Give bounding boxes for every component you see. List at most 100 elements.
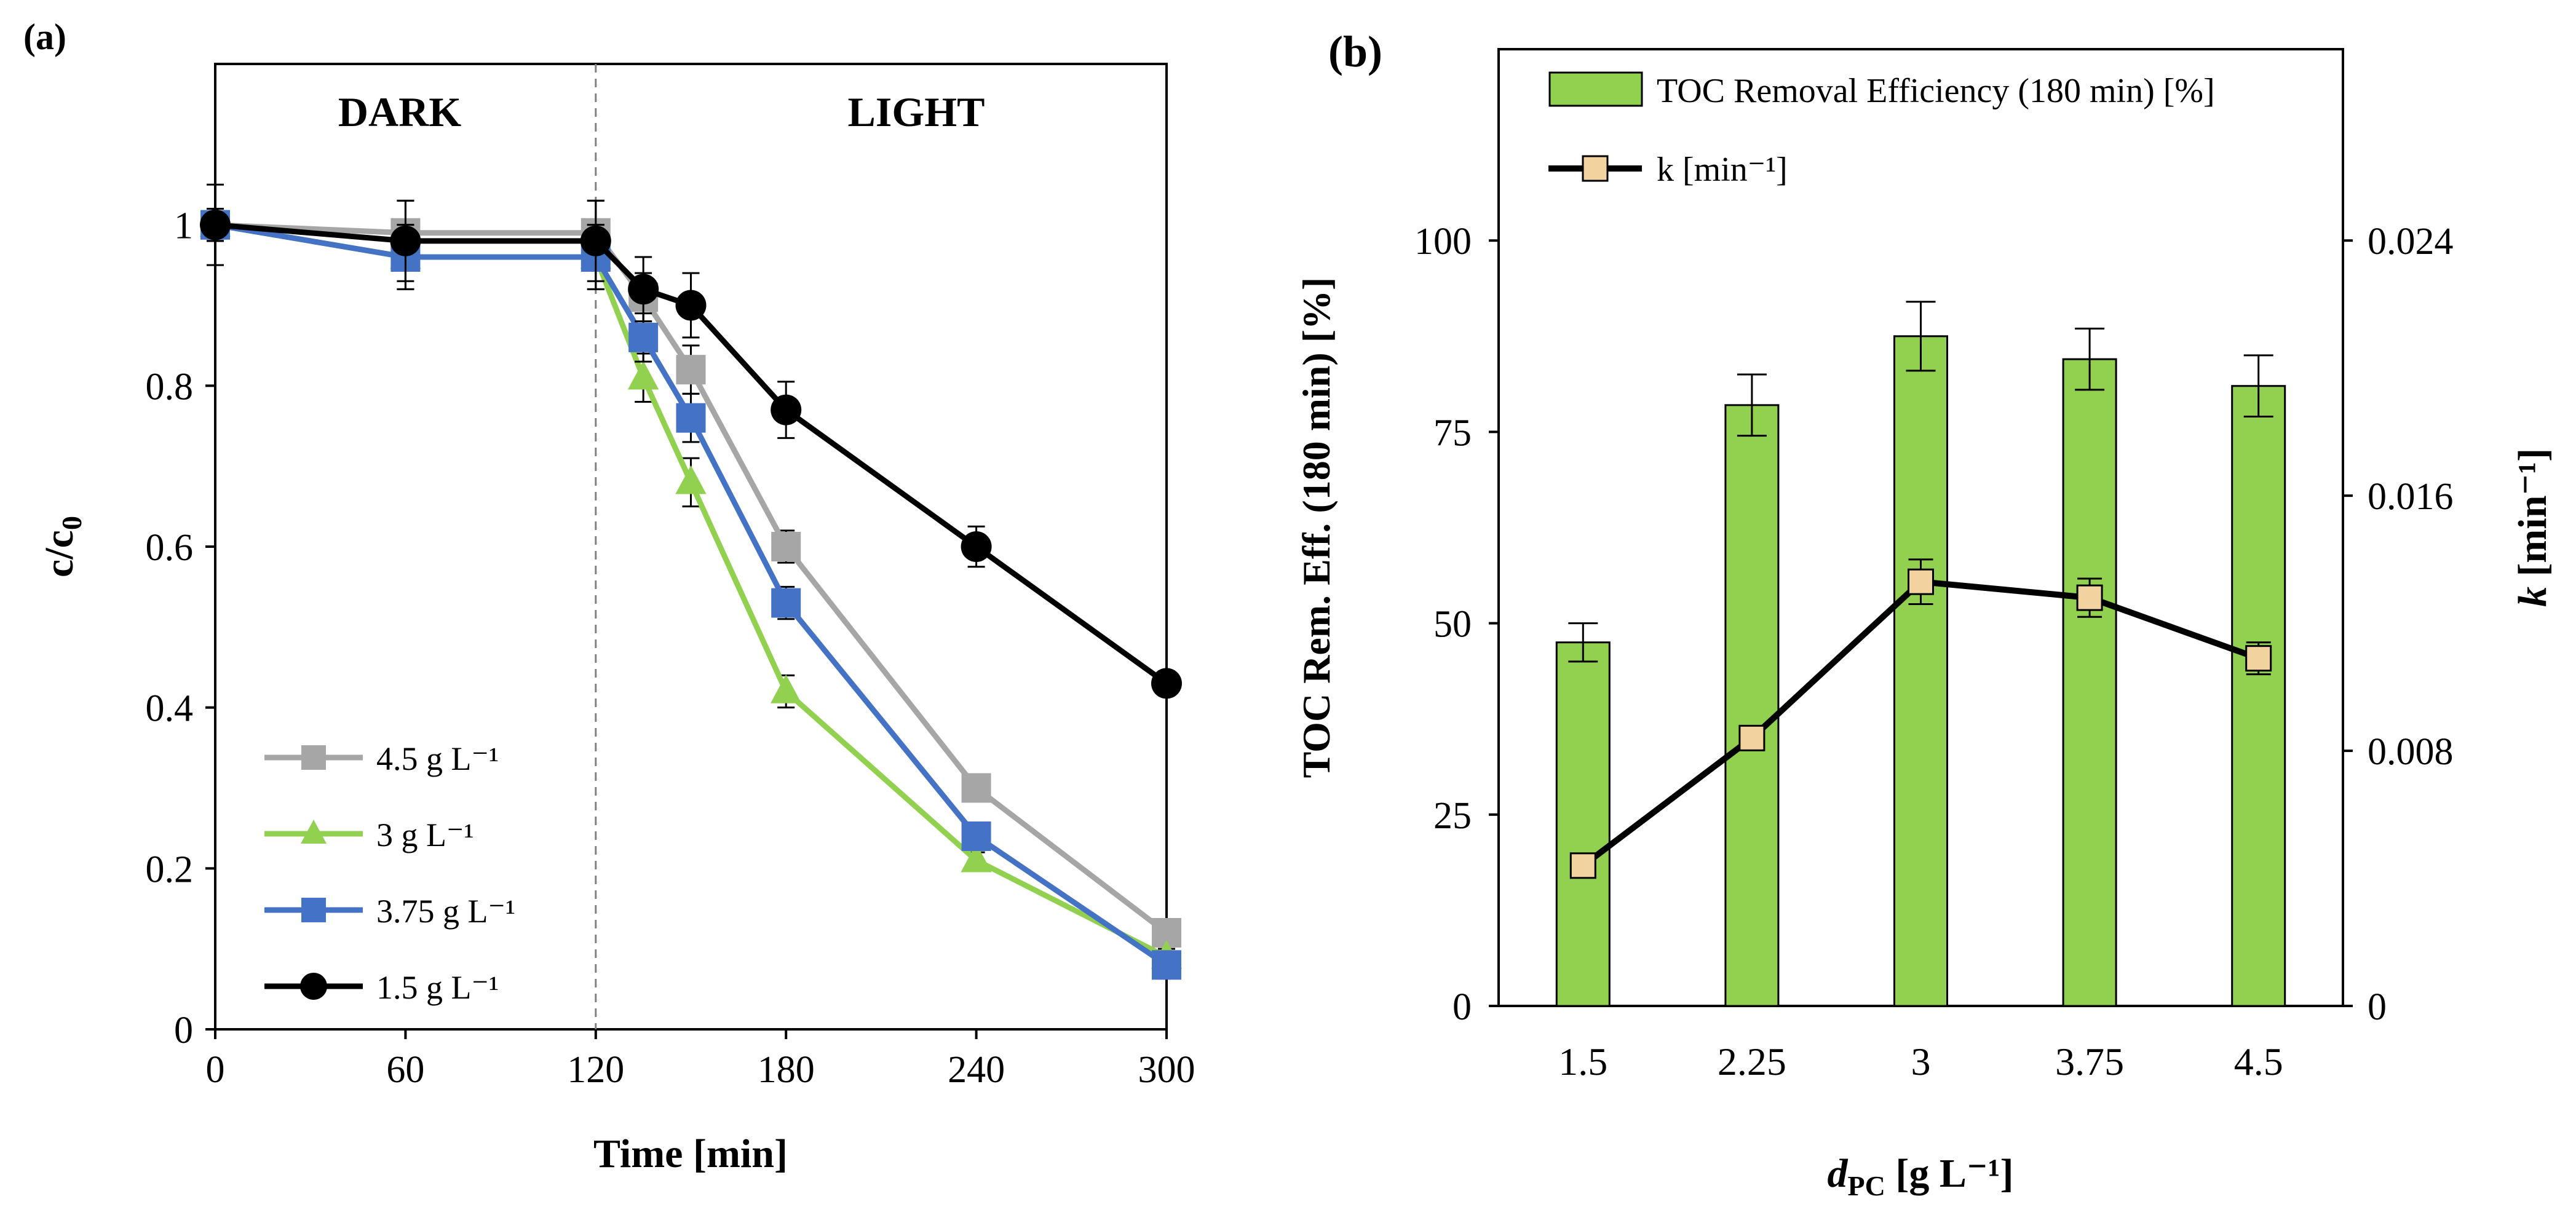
right-y-tick-label: 0.008: [2368, 731, 2454, 773]
bar: [1555, 641, 1611, 1007]
panel-a-y-label-sub: 0: [56, 516, 87, 530]
x-tick-label: 240: [948, 1049, 1005, 1091]
data-point: [961, 821, 991, 851]
x-tick-label: 300: [1138, 1049, 1195, 1091]
panel-b-x-axis: 1.5 2.25 3 3.75 4.5: [1558, 1040, 2283, 1083]
data-point: [1152, 950, 1181, 980]
region-label-light: LIGHT: [848, 89, 985, 135]
y-tick-label: 0: [174, 1010, 193, 1051]
data-point: [675, 465, 707, 494]
category-label: 2.25: [1718, 1040, 1786, 1083]
right-y-tick-label: 0.024: [2368, 221, 2454, 263]
data-point: [771, 588, 801, 618]
series-3: [200, 183, 1182, 699]
data-point: [771, 674, 802, 703]
bar-group: [1724, 373, 1780, 1007]
y-tick-label: 0.4: [146, 688, 194, 730]
data-point: [676, 355, 706, 385]
left-y-tick-label: 0: [1452, 986, 1472, 1028]
legend-marker: [301, 745, 326, 770]
data-point: [200, 209, 231, 240]
bar-group: [2231, 354, 2286, 1007]
panel-a-x-axis: 0 60 120 180 240 300: [206, 1029, 1195, 1091]
bar-error-bar: [2243, 354, 2273, 418]
data-point: [627, 360, 659, 390]
data-point: [1151, 668, 1182, 699]
x-tick-label: 60: [386, 1049, 424, 1091]
bar-error-bar: [1737, 373, 1767, 437]
bar-error-bar: [1906, 301, 1936, 372]
panel-b-x-label: dPC [g L⁻¹]: [1828, 1151, 2014, 1201]
data-point: [628, 274, 659, 305]
legend-label: 3 g L⁻¹: [376, 817, 474, 853]
panel-b-k-line: [1569, 558, 2272, 879]
y-tick-label: 0.6: [146, 527, 194, 569]
right-y-tick-label: 0.016: [2368, 476, 2454, 518]
bar: [2231, 385, 2286, 1007]
panel-b: (b) 0 25 50 75 100 0 0.008 0.016 0.024 1.5 2.25 3…: [1294, 27, 2555, 1201]
left-y-tick-label: 25: [1433, 795, 1472, 837]
k-point: [2245, 645, 2272, 672]
data-point: [961, 773, 991, 803]
k-point: [1569, 852, 1596, 879]
left-y-tick-label: 100: [1414, 221, 1472, 263]
panel-b-right-y-label-k: k: [2510, 587, 2555, 607]
panel-a-legend: 4.5 g L⁻¹ 3 g L⁻¹ 3.75 g L⁻¹ 1.5 g L⁻¹: [264, 740, 515, 1006]
data-point: [675, 290, 707, 321]
data-point: [961, 843, 992, 873]
data-point: [580, 225, 611, 256]
panel-b-right-axis: 0 0.008 0.016 0.024: [2343, 221, 2454, 1028]
legend-label: k [min⁻¹]: [1657, 151, 1788, 189]
bar-group: [1555, 622, 1611, 1007]
x-tick-label: 180: [758, 1049, 815, 1091]
y-tick-label: 0.8: [146, 366, 194, 408]
panel-b-x-label-unit: [g L⁻¹]: [1885, 1151, 2014, 1196]
panel-b-left-axis: 0 25 50 75 100: [1414, 221, 1499, 1028]
series-line: [215, 222, 1168, 686]
region-label-dark: DARK: [338, 89, 461, 135]
bar-error-bar: [1568, 622, 1598, 663]
bar: [1893, 335, 1948, 1007]
panel-a-x-label: Time [min]: [593, 1131, 788, 1176]
legend-label: 3.75 g L⁻¹: [376, 893, 515, 930]
data-point: [771, 532, 801, 561]
k-point: [1908, 568, 1934, 595]
y-tick-label: 1: [174, 205, 193, 247]
panel-a: (a) DARK LIGHT 0 60 120 180 240 300 0 0.2 0.4 0.…: [23, 17, 1195, 1176]
data-point: [628, 322, 659, 352]
panel-b-label: (b): [1328, 27, 1382, 76]
category-label: 3.75: [2055, 1040, 2124, 1083]
bar-group: [1893, 301, 1948, 1007]
legend-marker: [301, 898, 326, 922]
bar-group: [2062, 327, 2117, 1007]
panel-a-y-label: c/c0: [37, 516, 87, 577]
legend-label: 1.5 g L⁻¹: [376, 969, 499, 1006]
panel-a-label: (a): [23, 17, 66, 57]
legend-label: 4.5 g L⁻¹: [376, 740, 499, 777]
bar: [2062, 358, 2117, 1007]
panel-a-series: [199, 183, 1183, 980]
legend-marker: [300, 973, 327, 1000]
x-tick-label: 120: [567, 1049, 624, 1091]
legend-bar-swatch: [1548, 71, 1643, 107]
panel-b-x-label-d: d: [1828, 1151, 1849, 1196]
k-point: [2076, 584, 2103, 611]
data-point: [961, 531, 992, 562]
left-y-tick-label: 50: [1433, 604, 1472, 646]
panel-b-right-y-label-unit: [min⁻¹]: [2510, 448, 2555, 587]
panel-b-x-label-sub: PC: [1848, 1170, 1885, 1201]
category-label: 4.5: [2234, 1040, 2283, 1083]
legend-marker: [1582, 155, 1609, 182]
panel-b-right-y-label: k [min⁻¹]: [2510, 448, 2555, 607]
data-point: [390, 225, 421, 256]
x-tick-label: 0: [206, 1049, 225, 1091]
series-line: [215, 222, 1168, 968]
category-label: 3: [1911, 1040, 1931, 1083]
data-point: [676, 403, 706, 433]
legend-label: TOC Removal Efficiency (180 min) [%]: [1657, 72, 2215, 110]
y-tick-label: 0.2: [146, 849, 194, 890]
bar-error-bar: [2075, 327, 2105, 391]
k-point: [1738, 724, 1766, 751]
right-y-tick-label: 0: [2368, 986, 2387, 1028]
panel-a-y-axis: 0 0.2 0.4 0.6 0.8 1: [146, 205, 215, 1051]
